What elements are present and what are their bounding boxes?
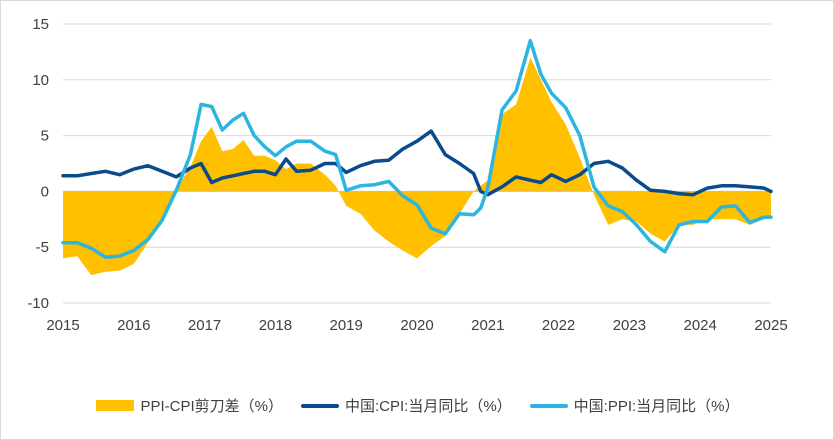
x-tick-label: 2017: [188, 317, 221, 334]
chart-canvas: 15 10 5 0 -5 -10 2015 2016 2017 2018 2019 2020 2021…: [27, 16, 787, 334]
line-layer: [61, 38, 773, 259]
y-tick-labels: 15 10 5 0 -5 -10: [27, 16, 49, 312]
legend-label-cpi: 中国:CPI:当月同比（%）: [344, 398, 512, 415]
x-tick-label: 2021: [471, 317, 504, 334]
series-area-spread: [63, 57, 771, 276]
x-tick-label: 2022: [542, 317, 575, 334]
series-line-cpi: [61, 129, 773, 197]
legend-item-cpi: 中国:CPI:当月同比（%）: [300, 395, 512, 416]
legend: PPI-CPI剪刀差（%） 中国:CPI:当月同比（%） 中国:PPI:当月同比…: [1, 395, 834, 416]
x-tick-label: 2016: [117, 317, 150, 334]
legend-swatch-cpi: [300, 403, 339, 408]
x-tick-label: 2018: [259, 317, 292, 334]
y-tick-label: 0: [41, 183, 49, 200]
area-layer: [63, 57, 771, 276]
y-tick-label: 10: [32, 72, 49, 89]
legend-swatch-spread: [96, 400, 135, 411]
legend-item-spread: PPI-CPI剪刀差（%）: [96, 395, 283, 416]
x-tick-labels: 2015 2016 2017 2018 2019 2020 2021 2022 2023 2024…: [46, 317, 787, 334]
legend-item-ppi: 中国:PPI:当月同比（%）: [529, 395, 740, 416]
x-tick-label: 2020: [400, 317, 433, 334]
legend-swatch-ppi: [529, 403, 568, 408]
x-tick-label: 2025: [754, 317, 787, 334]
x-tick-label: 2019: [330, 317, 363, 334]
y-tick-label: -5: [36, 239, 49, 256]
x-tick-label: 2024: [684, 317, 717, 334]
y-tick-label: 15: [32, 16, 49, 33]
grid-lines: [63, 23, 771, 304]
series-line-ppi: [61, 38, 773, 259]
x-tick-label: 2015: [46, 317, 79, 334]
y-tick-label: -10: [27, 295, 49, 312]
legend-label-spread: PPI-CPI剪刀差（%）: [140, 398, 283, 415]
y-tick-label: 5: [41, 128, 49, 145]
legend-label-ppi: 中国:PPI:当月同比（%）: [573, 398, 740, 415]
x-tick-label: 2023: [613, 317, 646, 334]
